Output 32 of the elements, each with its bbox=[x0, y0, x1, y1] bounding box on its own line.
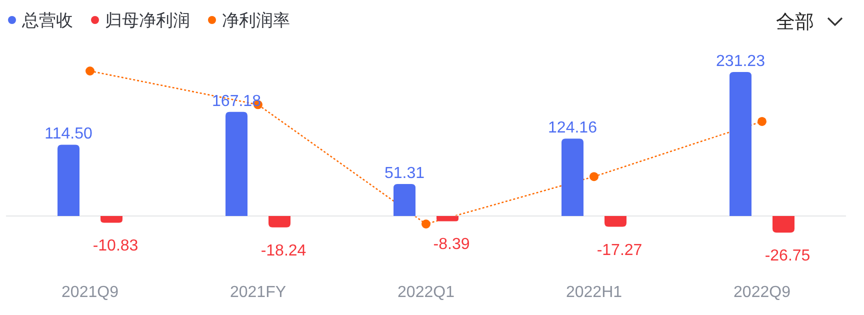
legend-label: 归母净利润 bbox=[105, 11, 190, 30]
data-label: -10.83 bbox=[92, 238, 138, 255]
data-label: -17.27 bbox=[596, 242, 642, 259]
bar bbox=[436, 216, 458, 222]
data-label: 51.31 bbox=[384, 165, 425, 182]
bar bbox=[730, 72, 752, 216]
point bbox=[590, 172, 598, 182]
x-tick-label: 2022Q1 bbox=[398, 284, 455, 301]
point bbox=[422, 220, 430, 228]
data-label: 231.23 bbox=[716, 53, 766, 70]
point bbox=[758, 116, 766, 126]
text: 全部 bbox=[776, 11, 814, 33]
bar bbox=[394, 184, 416, 216]
point bbox=[86, 66, 94, 76]
data-label: 114.50 bbox=[44, 126, 92, 143]
bar bbox=[100, 216, 122, 223]
bar bbox=[268, 216, 290, 228]
bar bbox=[562, 138, 584, 216]
bar bbox=[58, 144, 80, 216]
legend-label: 净利润率 bbox=[222, 11, 290, 30]
bar bbox=[772, 216, 794, 233]
x-tick-label: 2021FY bbox=[230, 284, 286, 301]
x-tick-label: 2021Q9 bbox=[62, 284, 119, 301]
data-label: -18.24 bbox=[260, 242, 306, 260]
bar bbox=[604, 216, 626, 227]
x-tick-label: 2022Q9 bbox=[734, 284, 791, 301]
legend-label: 总营收 bbox=[21, 11, 73, 30]
data-label: -26.75 bbox=[764, 248, 810, 265]
data-label: -8.39 bbox=[433, 236, 470, 254]
data-label: 124.16 bbox=[548, 120, 598, 137]
x-tick-label: 2022H1 bbox=[566, 284, 622, 301]
bar bbox=[226, 112, 248, 216]
